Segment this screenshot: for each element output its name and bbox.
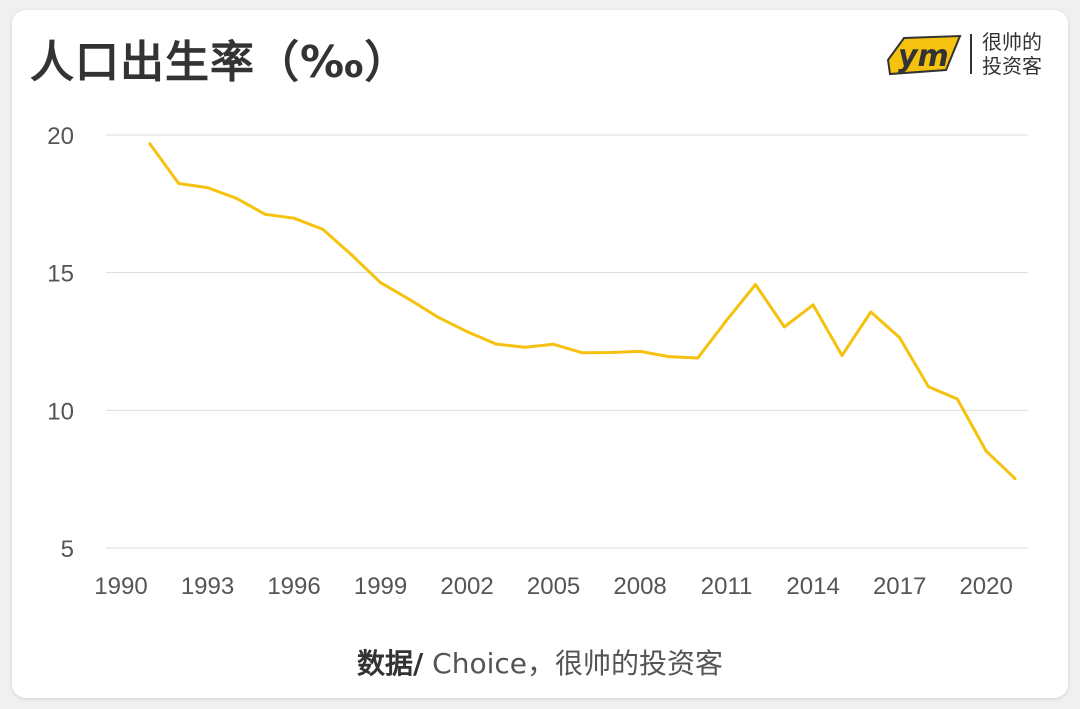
data-point bbox=[609, 351, 613, 355]
source-text: Choice，很帅的投资客 bbox=[423, 647, 723, 680]
data-point bbox=[955, 397, 959, 401]
data-point bbox=[898, 336, 902, 340]
logo-divider bbox=[970, 34, 972, 74]
data-point bbox=[494, 342, 498, 346]
data-point bbox=[206, 186, 210, 190]
data-point bbox=[234, 196, 238, 200]
x-tick-label: 2008 bbox=[613, 573, 666, 600]
y-axis-ticks: 5 10 15 20 bbox=[47, 123, 74, 563]
data-point bbox=[148, 142, 152, 146]
brand-logo: ym 很帅的 投资客 bbox=[884, 28, 1054, 80]
data-point bbox=[580, 351, 584, 355]
data-point bbox=[753, 283, 757, 287]
x-tick-label: 2002 bbox=[440, 573, 493, 600]
data-point bbox=[292, 216, 296, 220]
x-tick-label: 1996 bbox=[267, 573, 320, 600]
logo-line-1: 很帅的 bbox=[982, 30, 1042, 54]
data-point bbox=[263, 212, 267, 216]
data-point bbox=[782, 325, 786, 329]
data-point bbox=[436, 315, 440, 319]
chart-card bbox=[12, 10, 1068, 698]
data-point bbox=[696, 356, 700, 360]
x-tick-label: 2005 bbox=[527, 573, 580, 600]
grid-lines bbox=[106, 134, 1028, 549]
ym-logo-icon: ym bbox=[886, 34, 962, 76]
data-point bbox=[725, 318, 729, 322]
data-point bbox=[465, 330, 469, 334]
data-point bbox=[552, 342, 556, 346]
x-tick-label: 2011 bbox=[701, 573, 753, 600]
x-tick-label: 1990 bbox=[94, 573, 147, 600]
data-point bbox=[811, 303, 815, 307]
y-tick-label: 10 bbox=[47, 398, 74, 425]
x-tick-label: 2014 bbox=[786, 573, 839, 600]
data-point bbox=[523, 345, 527, 349]
data-point bbox=[869, 310, 873, 314]
series-group bbox=[148, 142, 1017, 481]
data-point bbox=[1013, 477, 1017, 481]
data-point bbox=[667, 355, 671, 359]
data-point bbox=[984, 449, 988, 453]
data-point bbox=[407, 297, 411, 301]
y-tick-label: 20 bbox=[47, 123, 74, 150]
x-tick-label: 2020 bbox=[959, 573, 1012, 600]
series-line bbox=[148, 142, 1017, 481]
logo-mark-text: ym bbox=[898, 39, 949, 74]
y-tick-label: 15 bbox=[47, 261, 74, 288]
x-tick-label: 2017 bbox=[873, 573, 926, 600]
data-point bbox=[840, 354, 844, 358]
y-tick-label: 5 bbox=[61, 536, 74, 563]
logo-line-2: 投资客 bbox=[982, 54, 1042, 78]
logo-text: 很帅的 投资客 bbox=[982, 30, 1042, 78]
source-label: 数据/ bbox=[357, 647, 424, 680]
x-axis-ticks: 1990 1993 1996 1999 2002 2005 2008 2011 2014 2017… bbox=[94, 573, 1013, 600]
x-tick-label: 1999 bbox=[354, 573, 407, 600]
data-point bbox=[321, 227, 325, 231]
data-source: 数据/ Choice，很帅的投资客 bbox=[0, 642, 1080, 682]
chart-title: 人口出生率（‰） bbox=[30, 37, 410, 88]
data-point bbox=[350, 253, 354, 257]
data-point bbox=[379, 281, 383, 285]
data-point bbox=[177, 181, 181, 185]
x-tick-label: 1993 bbox=[181, 573, 234, 600]
data-point bbox=[638, 349, 642, 353]
data-point bbox=[926, 385, 930, 389]
